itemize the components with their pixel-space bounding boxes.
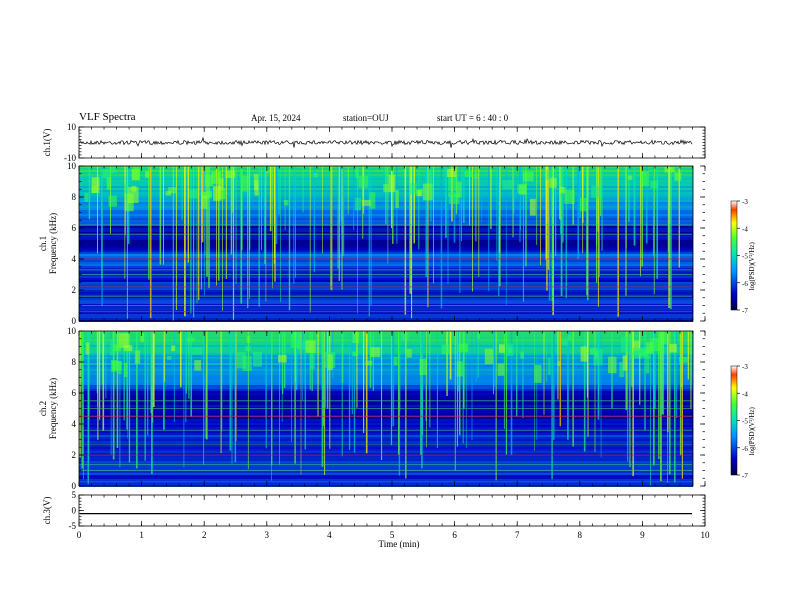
y-tick-label: 5 (72, 490, 77, 500)
x-tick-label: 8 (578, 530, 583, 540)
colorbar (730, 365, 738, 476)
spectrogram-image (79, 166, 693, 322)
colorbar-gradient (730, 200, 738, 311)
x-tick-label: 5 (390, 530, 395, 540)
colorbar-label: log(PSD)(V²/Hz) (748, 241, 756, 290)
y-tick-label: 0 (72, 316, 77, 326)
x-tick-label: 10 (701, 530, 711, 540)
y-tick-label: 6 (72, 388, 77, 398)
y-axis-label: ch.3(V) (42, 497, 52, 525)
y-axis-label: Frequency (kHz) (48, 378, 58, 439)
colorbar-tick-label: -6 (742, 445, 748, 453)
colorbar-tick-label: -4 (742, 390, 748, 398)
y-tick-label: 0 (72, 506, 77, 516)
y-axis-label: ch.1 (38, 236, 48, 251)
x-tick-label: 0 (77, 530, 82, 540)
x-tick-label: 3 (265, 530, 270, 540)
y-tick-label: 2 (72, 285, 77, 295)
x-tick-label: 1 (139, 530, 144, 540)
colorbar-tick-label: -6 (742, 280, 748, 288)
x-tick-label: 9 (640, 530, 645, 540)
y-tick-label: 2 (72, 450, 77, 460)
spectrogram-image (79, 331, 693, 487)
x-tick-label: 4 (327, 530, 332, 540)
y-tick-label: 4 (72, 254, 77, 264)
chart-title: VLF Spectra (79, 111, 136, 123)
y-tick-label: 8 (72, 192, 77, 202)
y-tick-label: -5 (69, 521, 77, 531)
y-tick-label: 8 (72, 357, 77, 367)
y-tick-label: 10 (67, 122, 77, 132)
colorbar-tick-label: -5 (742, 253, 748, 261)
colorbar-tick-label: -7 (742, 472, 748, 480)
colorbar (730, 200, 738, 311)
y-tick-label: -10 (64, 153, 76, 163)
colorbar-tick-label: -3 (742, 198, 748, 206)
y-tick-label: 0 (72, 481, 77, 491)
colorbar-tick-label: -5 (742, 418, 748, 426)
x-tick-label: 2 (202, 530, 207, 540)
y-tick-label: 10 (67, 161, 77, 171)
colorbar-tick-label: -7 (742, 307, 748, 315)
y-axis-label: ch.1(V) (42, 129, 52, 157)
colorbar-gradient (730, 365, 738, 476)
start-time-label: start UT = 6 : 40 : 0 (437, 113, 509, 123)
x-tick-label: 6 (452, 530, 457, 540)
colorbar-tick-label: -3 (742, 363, 748, 371)
colorbar-tick-label: -4 (742, 225, 748, 233)
x-axis-label: Time (min) (379, 539, 420, 549)
y-tick-label: 10 (67, 326, 77, 336)
colorbar-label: log(PSD)(V²/Hz) (748, 406, 756, 455)
station-label: station=OUJ (343, 113, 389, 123)
y-axis-label: Frequency (kHz) (48, 213, 58, 274)
x-tick-label: 7 (515, 530, 520, 540)
y-tick-label: 4 (72, 419, 77, 429)
y-tick-label: 6 (72, 223, 77, 233)
waveform-trace (79, 136, 693, 148)
y-axis-label: ch.2 (38, 401, 48, 416)
date-label: Apr. 15, 2024 (251, 113, 301, 123)
